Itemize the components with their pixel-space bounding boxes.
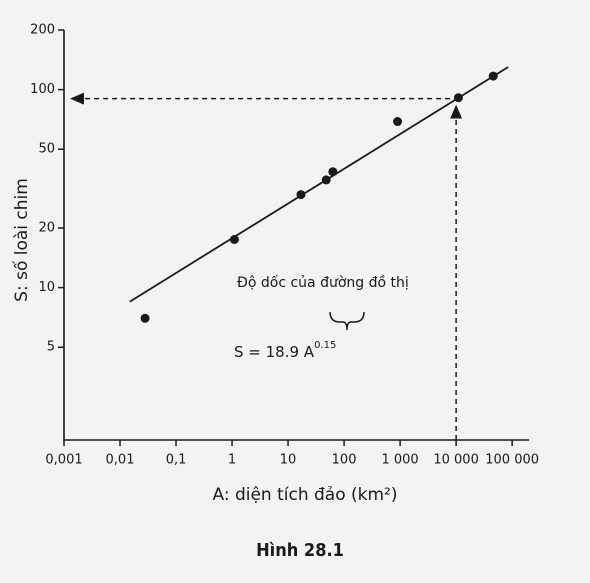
- point: [328, 167, 338, 177]
- point: [393, 117, 403, 127]
- y-axis-label: S: số loài chim: [11, 178, 32, 302]
- x-tick-label: 100: [332, 453, 357, 468]
- point: [453, 93, 463, 103]
- y-tick-label: 5: [47, 340, 55, 355]
- x-tick-label: 0,01: [106, 453, 135, 468]
- fit-line: [129, 66, 509, 303]
- y-tick-label: 100: [30, 82, 55, 97]
- x-tick-label: 100 000: [485, 453, 539, 468]
- axes: [63, 30, 529, 441]
- equation: S = 18.9 A0.15: [234, 340, 336, 361]
- equation-text: S = 18.9 A: [234, 343, 315, 361]
- x-tick-label: 0,1: [166, 453, 187, 468]
- y-tick-label: 20: [38, 221, 55, 236]
- equation-superscript: 0.15: [314, 340, 336, 351]
- point: [229, 234, 239, 244]
- y-tick-label: 50: [38, 142, 55, 157]
- x-tick-label: 10 000: [433, 453, 479, 468]
- brace: [329, 311, 365, 331]
- point: [321, 175, 331, 185]
- annotation: Độ dốc của đường đồ thị: [237, 274, 409, 291]
- y-tick-label: 200: [30, 23, 55, 38]
- point: [140, 313, 150, 323]
- caption: Hình 28.1: [256, 540, 344, 561]
- x-tick-label: 1 000: [381, 453, 418, 468]
- x-tick-label: 0,001: [45, 453, 82, 468]
- point: [296, 190, 306, 200]
- point: [488, 71, 498, 81]
- y-tick-label: 10: [38, 280, 55, 295]
- x-tick-label: 10: [280, 453, 297, 468]
- x-axis-label: A: diện tích đảo (km²): [212, 485, 397, 505]
- x-tick-label: 1: [228, 453, 236, 468]
